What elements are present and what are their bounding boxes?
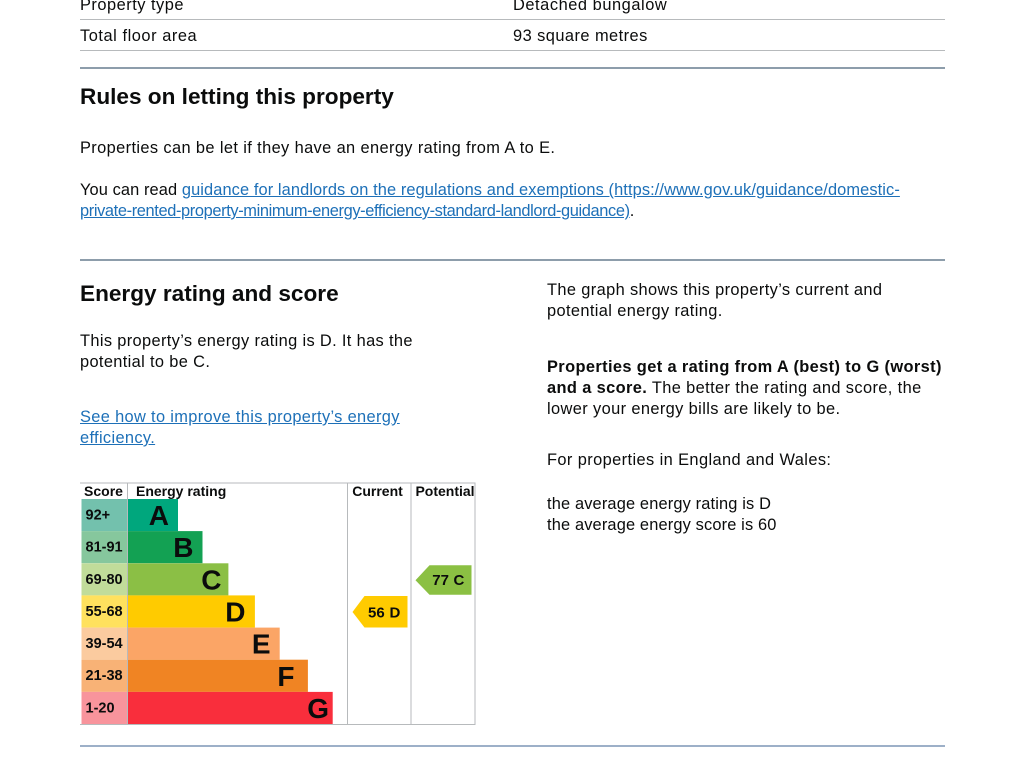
svg-text:E: E xyxy=(252,628,271,659)
svg-text:1-20: 1-20 xyxy=(86,700,115,716)
svg-text:G: G xyxy=(307,692,329,723)
svg-text:92+: 92+ xyxy=(86,507,111,523)
svg-text:39-54: 39-54 xyxy=(86,636,123,652)
svg-text:A: A xyxy=(149,500,169,531)
svg-text:Current: Current xyxy=(352,483,403,499)
svg-text:Energy rating: Energy rating xyxy=(136,483,226,499)
svg-text:Potential: Potential xyxy=(415,483,474,499)
svg-text:77C: 77 C xyxy=(432,572,464,589)
svg-text:21-38: 21-38 xyxy=(86,668,123,684)
svg-text:D: D xyxy=(225,596,245,627)
svg-text:56D: 56 D xyxy=(368,604,401,621)
svg-text:81-91: 81-91 xyxy=(86,539,123,555)
svg-text:69-80: 69-80 xyxy=(86,571,123,587)
svg-text:F: F xyxy=(277,660,294,691)
svg-text:Score: Score xyxy=(84,483,123,499)
svg-text:B: B xyxy=(173,532,193,563)
svg-text:C: C xyxy=(201,564,221,595)
svg-text:55-68: 55-68 xyxy=(86,603,123,619)
